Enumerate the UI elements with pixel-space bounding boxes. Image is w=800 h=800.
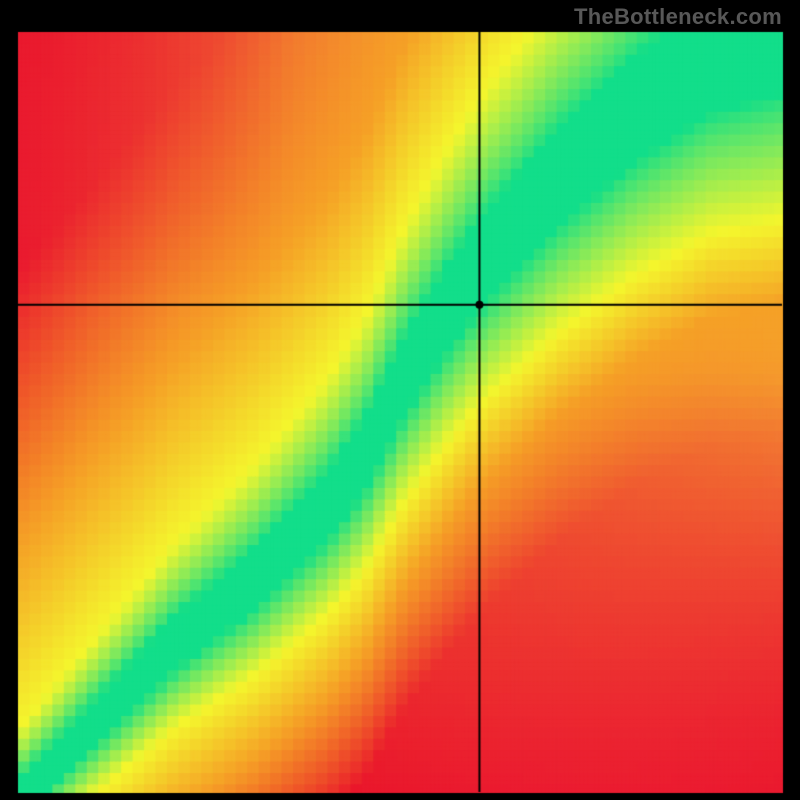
heatmap-canvas — [0, 0, 800, 800]
chart-container: TheBottleneck.com — [0, 0, 800, 800]
watermark-text: TheBottleneck.com — [574, 4, 782, 30]
